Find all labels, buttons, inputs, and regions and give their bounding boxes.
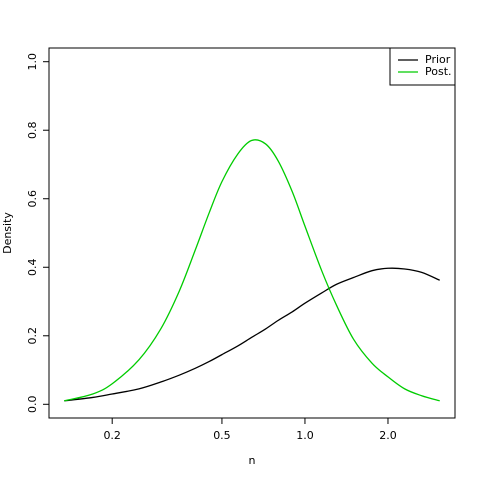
y-tick-label: 0.6	[26, 190, 39, 208]
x-tick-label: 2.0	[379, 429, 397, 442]
x-tick-label: 1.0	[296, 429, 314, 442]
series-line	[64, 139, 440, 402]
y-tick-label: 0.0	[26, 396, 39, 414]
series-line	[64, 267, 440, 402]
y-tick-label: 1.0	[26, 53, 39, 71]
x-axis-label: n	[249, 454, 256, 467]
y-axis-label: Density	[1, 212, 14, 254]
plot-box	[48, 47, 456, 419]
legend-label: Post.	[425, 65, 452, 78]
y-tick-label: 0.2	[26, 327, 39, 345]
legend-label: Prior	[425, 53, 451, 66]
legend-box	[389, 47, 456, 86]
x-tick-label: 0.5	[213, 429, 231, 442]
x-tick-label: 0.2	[103, 429, 121, 442]
y-tick-label: 0.8	[26, 121, 39, 139]
y-tick-label: 0.4	[26, 259, 39, 277]
